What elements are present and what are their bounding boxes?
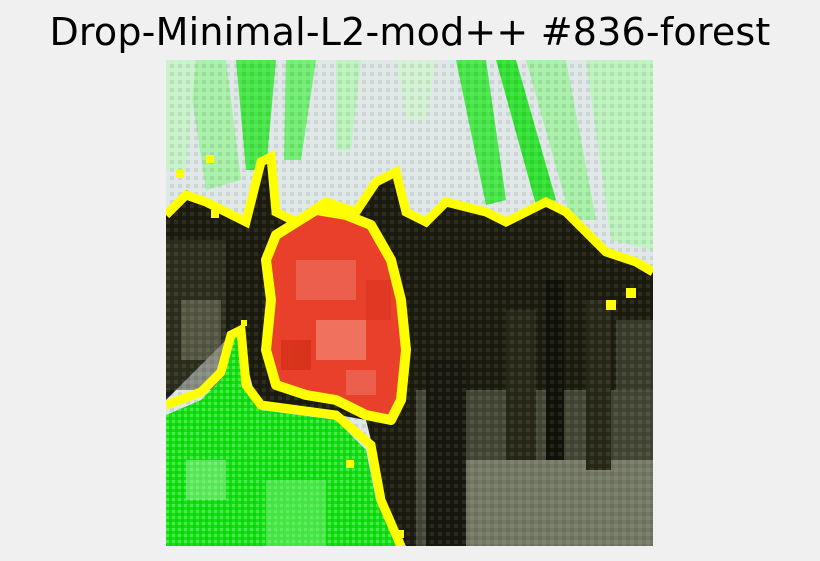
- yellow-speckles: [176, 155, 636, 538]
- segmentation-canvas: [166, 60, 653, 546]
- yellow-tree-boundary: [166, 150, 653, 276]
- figure-title: Drop-Minimal-L2-mod++ #836-forest: [49, 10, 771, 54]
- yellow-ground-boundary: [166, 323, 406, 546]
- red-region-texture: [281, 260, 391, 395]
- segmentation-image: [166, 60, 653, 546]
